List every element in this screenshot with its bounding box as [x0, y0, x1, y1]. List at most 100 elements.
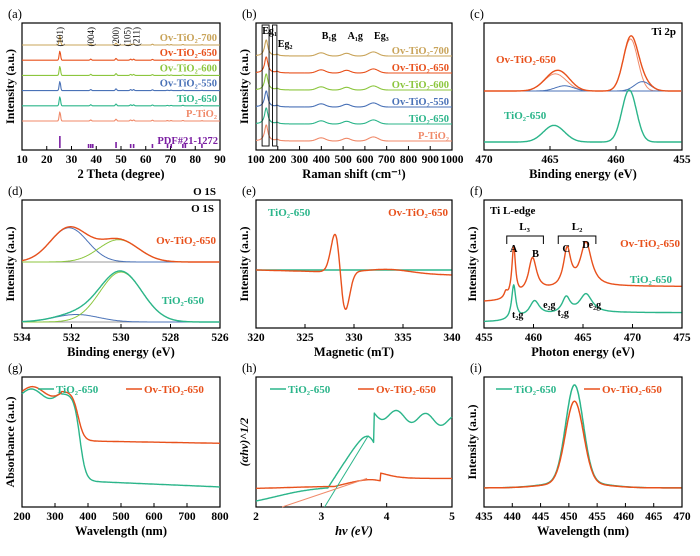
series-label: P-TiO₂: [186, 109, 217, 120]
l2-bracket: [557, 235, 597, 244]
series-label: Ov-TiO₂-600: [160, 63, 217, 74]
x-tick-label: 320: [247, 332, 265, 344]
series-line: [255, 73, 453, 91]
orbital-label: t₂g: [512, 310, 523, 321]
x-tick-label: 50: [115, 154, 127, 166]
legend-label: TiO₂-650: [288, 384, 331, 396]
legend-label: Ov-TiO₂-650: [144, 384, 204, 396]
y-axis-label: (αhv)^1/2: [237, 418, 251, 467]
panel-label: (f): [470, 184, 483, 198]
x-tick-label: 400: [313, 154, 331, 166]
x-tick-label: 3: [318, 511, 324, 523]
x-tick-label: 60: [140, 154, 152, 166]
mode-label: B₁g: [322, 31, 337, 42]
series-line: [255, 56, 453, 74]
panel-title: Ti 2p: [651, 26, 676, 38]
peak-letter: C: [562, 244, 570, 255]
x-tick-label: 465: [541, 154, 559, 166]
series-line: [22, 81, 220, 92]
mode-label: Eg₃: [374, 31, 389, 42]
x-tick-label: 534: [13, 332, 31, 344]
x-tick-label: 10: [16, 154, 28, 166]
edge-label: L₃: [519, 221, 530, 233]
x-axis-label: Magnetic (mT): [314, 345, 394, 359]
x-tick-label: 4: [384, 511, 390, 523]
series-label: TiO₂-650: [409, 114, 449, 125]
x-tick-label: 5: [449, 511, 455, 523]
x-tick-label: 470: [475, 154, 493, 166]
x-tick-label: 460: [607, 154, 625, 166]
panel-label: (a): [8, 7, 22, 21]
panel-label: (h): [242, 361, 257, 375]
panel-label: (e): [242, 184, 256, 198]
x-tick-label: 800: [211, 511, 229, 523]
series-line: [483, 400, 682, 489]
x-axis-label: Binding energy (eV): [67, 345, 175, 359]
x-tick-label: 600: [356, 154, 374, 166]
panel-label: (c): [470, 7, 484, 21]
x-tick-label: 300: [46, 511, 64, 523]
eg-box: [272, 24, 278, 147]
x-tick-label: 470: [673, 511, 691, 523]
panel-g: 200 300 400 500 600 700 800 Wavelength (nm) Abso…: [3, 361, 229, 538]
x-tick-label: 200: [269, 154, 287, 166]
x-axis-label: 2 Theta (degree): [77, 167, 164, 181]
peak-label: (200): [111, 27, 121, 47]
panel-e: 320 325 330 335 340 Magnetic (mT) Intensity (a…: [237, 184, 461, 359]
panel-title: O 1S: [191, 203, 214, 215]
x-tick-label: 30: [66, 154, 78, 166]
series-line: [22, 270, 220, 323]
x-tick-label: 460: [617, 511, 635, 523]
series-line: [255, 39, 453, 57]
peak-letter: A: [510, 244, 518, 255]
series-label: Ov-TiO₂-650: [388, 207, 448, 219]
x-tick-label: 40: [91, 154, 103, 166]
series-line: [483, 241, 682, 302]
panel-c: 470 465 460 455 Binding energy (eV) (c) Ti 2p O…: [470, 7, 691, 181]
x-tick-label: 1000: [441, 154, 464, 166]
series-line: [22, 111, 220, 122]
series-line: [255, 409, 453, 502]
series-label: Ov-TiO₂-700: [392, 46, 449, 57]
orbital-label: t₂g: [558, 308, 569, 319]
series-label: TiO₂-650: [504, 110, 547, 122]
series-line: [22, 50, 220, 61]
x-axis-label: Wavelength (nm): [537, 524, 629, 538]
series-line: [256, 472, 452, 489]
peak-label: (211): [132, 27, 142, 46]
x-tick-label: 300: [291, 154, 309, 166]
series-label: Ov-TiO₂-650: [496, 54, 556, 66]
y-axis-label: Intensity (a.u.): [465, 404, 479, 479]
series-line: [22, 35, 220, 46]
series-line: [21, 388, 220, 488]
series-label: P-TiO₂: [418, 131, 449, 142]
peak-letter: B: [532, 249, 539, 260]
panel-f: 455 460 465 470 475 Photon energy (eV) Intensi…: [465, 184, 691, 359]
x-tick-label: 460: [525, 332, 543, 344]
x-axis-label: hv (eV): [335, 524, 373, 538]
plot-frame: [483, 199, 683, 329]
peak-label: (004): [86, 27, 96, 47]
x-tick-label: 700: [178, 511, 196, 523]
series-label: Ov-TiO₂-550: [160, 79, 217, 90]
series-label: TiO₂-650: [268, 207, 311, 219]
x-tick-label: 450: [560, 511, 578, 523]
plot-frame: [21, 199, 221, 329]
series-label: Ov-TiO₂-650: [156, 235, 216, 247]
series-label: TiO₂-650: [162, 295, 205, 307]
mode-label: Eg₂: [278, 39, 293, 50]
x-tick-label: 70: [165, 154, 177, 166]
y-axis-label: Intensity (a.u.): [3, 226, 17, 301]
x-tick-label: 470: [624, 332, 642, 344]
edge-label: L₂: [572, 221, 583, 233]
reference-label: PDF#21-1272: [157, 136, 218, 147]
series-label: Ov-TiO₂-650: [160, 48, 217, 59]
series-line: [22, 65, 220, 76]
x-tick-label: 2: [253, 511, 259, 523]
panel-label: (g): [8, 361, 23, 375]
panel-title-left: Ti L-edge: [490, 205, 535, 217]
legend-label: TiO₂-650: [514, 384, 557, 396]
mode-label: Eg₁: [262, 26, 277, 37]
x-tick-label: 440: [504, 511, 522, 523]
